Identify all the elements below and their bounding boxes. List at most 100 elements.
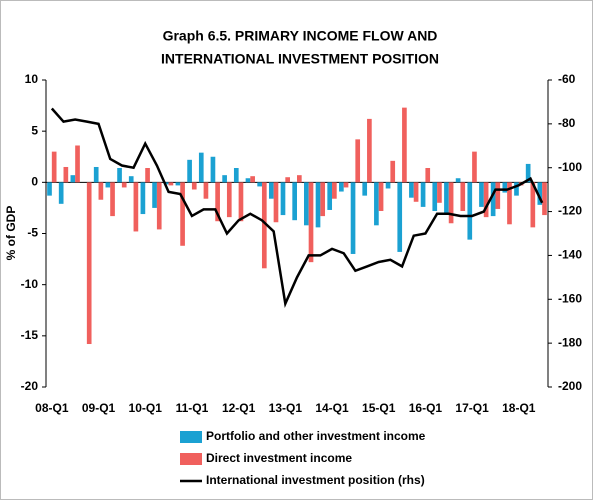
bar xyxy=(297,175,302,183)
bar xyxy=(320,182,326,217)
legend-swatch xyxy=(180,431,202,443)
bar xyxy=(280,182,286,216)
bar xyxy=(304,182,309,226)
bar xyxy=(537,182,543,205)
bar xyxy=(51,151,57,183)
bar xyxy=(409,182,414,198)
bar xyxy=(273,182,279,223)
bar xyxy=(58,182,64,204)
bar xyxy=(402,107,407,183)
bar xyxy=(437,182,442,203)
x-tick-label: 15-Q1 xyxy=(362,401,396,415)
bar xyxy=(362,182,368,196)
bar xyxy=(397,182,403,252)
bar xyxy=(374,182,379,226)
y2-tick-label: -80 xyxy=(558,116,576,130)
x-tick-label: 18-Q1 xyxy=(502,401,536,415)
bar xyxy=(390,160,396,183)
bar xyxy=(70,175,76,183)
legend-label: Direct investment income xyxy=(206,451,352,465)
bar xyxy=(110,182,115,217)
bar xyxy=(210,156,216,183)
legend-swatch xyxy=(180,453,202,465)
line xyxy=(50,107,544,309)
bar xyxy=(367,118,372,183)
bar xyxy=(455,178,461,183)
bar xyxy=(385,182,391,189)
y2-tick-label: -100 xyxy=(558,160,582,174)
y-axis-label: % of GDP xyxy=(4,206,18,261)
y-tick-label: -5 xyxy=(27,226,38,240)
y2-tick-label: -120 xyxy=(558,204,582,218)
bar xyxy=(47,182,52,196)
bar xyxy=(502,182,508,193)
bar xyxy=(128,176,134,183)
bar xyxy=(495,182,501,209)
x-tick-label: 11-Q1 xyxy=(176,401,209,415)
legend-label: International investment position (rhs) xyxy=(206,473,425,487)
y2-tick-label: -160 xyxy=(558,291,582,305)
bar xyxy=(327,182,333,210)
bar xyxy=(425,168,431,183)
x-tick-label: 17-Q1 xyxy=(455,401,489,415)
bar xyxy=(117,168,122,183)
bar xyxy=(238,182,244,222)
chart-subtitle: INTERNATIONAL INVESTMENT POSITION xyxy=(161,51,439,67)
bar xyxy=(420,182,426,207)
bar xyxy=(245,178,251,183)
bar xyxy=(215,182,220,222)
y-tick-label: -15 xyxy=(21,328,39,342)
bar xyxy=(191,182,197,190)
bar xyxy=(350,182,356,254)
bar xyxy=(226,182,232,218)
y-tick-label: -10 xyxy=(21,277,39,291)
bar xyxy=(187,159,192,183)
bar xyxy=(133,182,139,232)
bar xyxy=(355,139,361,183)
bar xyxy=(343,182,349,188)
bar xyxy=(152,182,157,208)
bar xyxy=(315,182,321,228)
y-tick-label: 0 xyxy=(31,175,38,189)
bar xyxy=(432,182,438,211)
bar xyxy=(483,182,489,218)
bar xyxy=(525,163,531,183)
bar xyxy=(448,182,454,224)
bar xyxy=(163,182,169,185)
bar xyxy=(542,182,547,216)
y2-tick-label: -180 xyxy=(558,335,582,349)
bar xyxy=(292,182,297,221)
bar xyxy=(530,182,536,228)
bar xyxy=(472,151,477,183)
bar xyxy=(203,182,209,199)
bar xyxy=(378,182,384,211)
bar xyxy=(250,176,255,183)
bar xyxy=(140,182,146,215)
bar xyxy=(490,182,496,217)
bar xyxy=(168,182,174,186)
bar xyxy=(86,182,92,345)
bar xyxy=(180,182,185,246)
bar xyxy=(444,182,449,214)
x-tick-label: 09-Q1 xyxy=(82,401,116,415)
y-tick-label: -20 xyxy=(21,379,39,393)
bar xyxy=(175,182,181,186)
bar xyxy=(222,175,227,183)
y-tick-label: 5 xyxy=(31,123,38,137)
x-tick-label: 13-Q1 xyxy=(269,401,303,415)
x-tick-label: 10-Q1 xyxy=(129,401,163,415)
bar xyxy=(332,182,337,199)
bar xyxy=(145,168,150,183)
bar xyxy=(339,182,344,192)
bar xyxy=(63,166,69,183)
bar xyxy=(514,182,519,196)
bar xyxy=(268,182,274,199)
bar xyxy=(105,182,111,188)
chart-title: Graph 6.5. PRIMARY INCOME FLOW AND xyxy=(163,28,438,44)
x-tick-label: 14-Q1 xyxy=(315,401,349,415)
bar xyxy=(507,182,512,225)
bar xyxy=(257,182,262,187)
bar xyxy=(233,168,239,183)
y2-tick-label: -200 xyxy=(558,379,582,393)
